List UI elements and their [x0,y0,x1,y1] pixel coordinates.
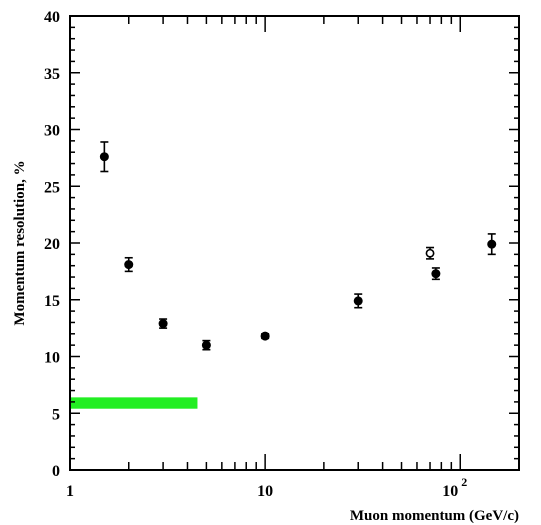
tick-layer [69,15,520,471]
y-tick-label: 35 [44,66,60,83]
data-point [124,260,134,270]
data-point [201,340,211,350]
data-point-open [425,248,435,258]
data-point [431,269,441,279]
band-0 [70,397,198,409]
y-tick-label: 30 [44,123,60,140]
y-tick-label: 20 [44,236,60,253]
y-axis-title: Momentum resolution, % [12,160,28,325]
data-point-layer [99,141,497,351]
x-axis-title: Muon momentum (GeV/c) [350,508,519,524]
y-tick-label: 25 [44,179,60,196]
y-tick-label: 5 [52,406,60,423]
y-tick-label: 40 [44,9,60,26]
data-point [260,331,270,341]
data-point [353,296,363,306]
data-point [99,152,109,162]
y-tick-label: 0 [52,463,60,480]
x-tick-label: 10 [257,483,273,500]
data-point [158,319,168,329]
data-point [487,239,497,249]
x-tick-label: 10 [442,483,458,500]
y-tick-label: 10 [44,350,60,367]
y-tick-label: 15 [44,293,60,310]
x-tick-label: 1 [66,483,74,500]
x-tick-label-exponent: 2 [461,475,467,489]
band-layer [70,397,198,409]
